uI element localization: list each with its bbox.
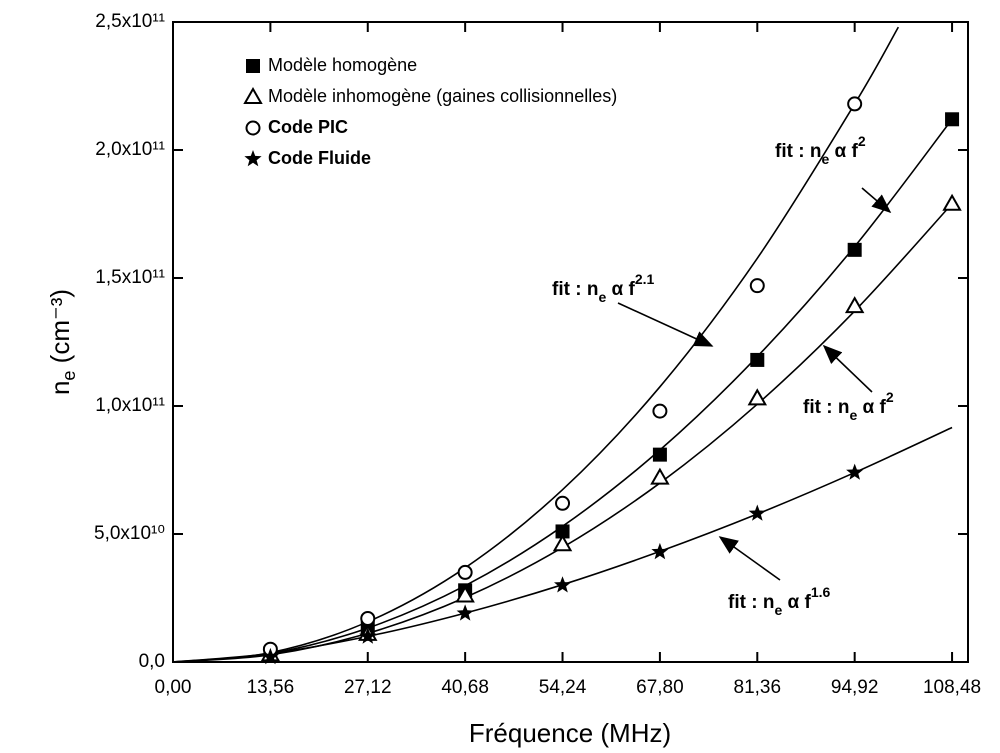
fit-text: fit : n	[803, 397, 849, 418]
marker-triangle	[455, 585, 475, 603]
marker-square	[555, 524, 570, 539]
marker-circle	[749, 278, 765, 294]
fit-text: fit : n	[728, 592, 774, 613]
fit-sup: 2	[858, 133, 866, 149]
fit-line	[173, 26, 900, 662]
fit-sub: e	[821, 151, 829, 167]
marker-triangle	[552, 534, 573, 552]
x-tick-label: 40,68	[441, 677, 489, 698]
marker-star	[651, 542, 669, 560]
marker-circle	[245, 120, 261, 136]
marker-star	[748, 504, 766, 521]
fit-sub: e	[774, 602, 782, 618]
fit-annotation: fit : ne α f1.6	[728, 584, 830, 618]
x-tick-label: 81,36	[734, 677, 782, 698]
fit-mid: α f	[857, 397, 886, 418]
fit-arrow	[822, 344, 873, 393]
marker-circle	[652, 403, 668, 419]
y-tick-label: 1,5x10¹¹	[95, 267, 165, 288]
x-tick-label: 0,00	[155, 677, 192, 698]
legend-label: Code PIC	[268, 117, 348, 137]
fit-arrow	[861, 187, 892, 214]
y-tick-label: 2,0x10¹¹	[95, 139, 165, 160]
y-tick-label: 0,0	[139, 651, 165, 672]
fit-sub: e	[849, 407, 857, 423]
marker-square	[246, 59, 260, 73]
marker-triangle	[747, 388, 768, 406]
marker-square	[652, 447, 667, 462]
fit-line	[173, 118, 953, 662]
fit-line	[173, 203, 953, 662]
fit-annotation: fit : ne α f2	[775, 133, 866, 167]
x-tick-label: 13,56	[247, 677, 295, 698]
y-tick-label: 2,5x10¹¹	[95, 11, 165, 32]
fit-mid: α f	[606, 279, 635, 300]
fit-annotation: fit : ne α f2	[803, 389, 894, 423]
marker-circle	[847, 96, 863, 112]
x-axis-title: Fréquence (MHz)	[469, 718, 671, 748]
fit-text: fit : n	[775, 141, 821, 162]
marker-star	[244, 150, 262, 167]
fit-arrow	[617, 302, 714, 347]
y-tick-label: 1,0x10¹¹	[95, 395, 165, 416]
marker-triangle	[844, 296, 865, 314]
marker-circle	[360, 610, 376, 626]
marker-circle	[555, 495, 571, 511]
x-tick-label: 94,92	[831, 677, 879, 698]
marker-circle	[457, 564, 473, 580]
y-axis-title: ne (cm⁻³)	[45, 289, 79, 395]
marker-square	[750, 352, 765, 367]
fit-sub: e	[598, 289, 606, 305]
fit-mid: α f	[829, 141, 858, 162]
legend-label: Modèle inhomogène (gaines collisionnelle…	[268, 86, 617, 106]
marker-square	[945, 112, 960, 127]
marker-triangle	[942, 193, 962, 211]
fit-sup: 1.6	[811, 584, 831, 600]
marker-square	[847, 242, 862, 257]
x-tick-label: 54,24	[539, 677, 587, 698]
marker-star	[456, 604, 474, 621]
marker-star	[846, 463, 864, 480]
fit-sup: 2	[886, 389, 894, 405]
fit-arrow	[718, 536, 781, 581]
marker-star	[359, 627, 377, 644]
marker-star	[261, 647, 279, 665]
fit-sup: 2.1	[635, 271, 655, 287]
fit-text: fit : n	[552, 279, 598, 300]
y-tick-label: 5,0x10¹⁰	[94, 523, 165, 544]
legend-label: Modèle homogène	[268, 55, 417, 75]
fit-annotation: fit : ne α f2.1	[552, 271, 654, 305]
plot-frame	[172, 21, 969, 663]
fit-mid: α f	[782, 592, 811, 613]
marker-triangle	[650, 467, 670, 485]
legend-label: Code Fluide	[268, 148, 371, 168]
x-tick-label: 67,80	[636, 677, 684, 698]
marker-star	[554, 576, 572, 593]
x-tick-label: 27,12	[344, 677, 392, 698]
marker-triangle	[243, 86, 263, 104]
x-tick-label: 108,48	[923, 677, 981, 698]
